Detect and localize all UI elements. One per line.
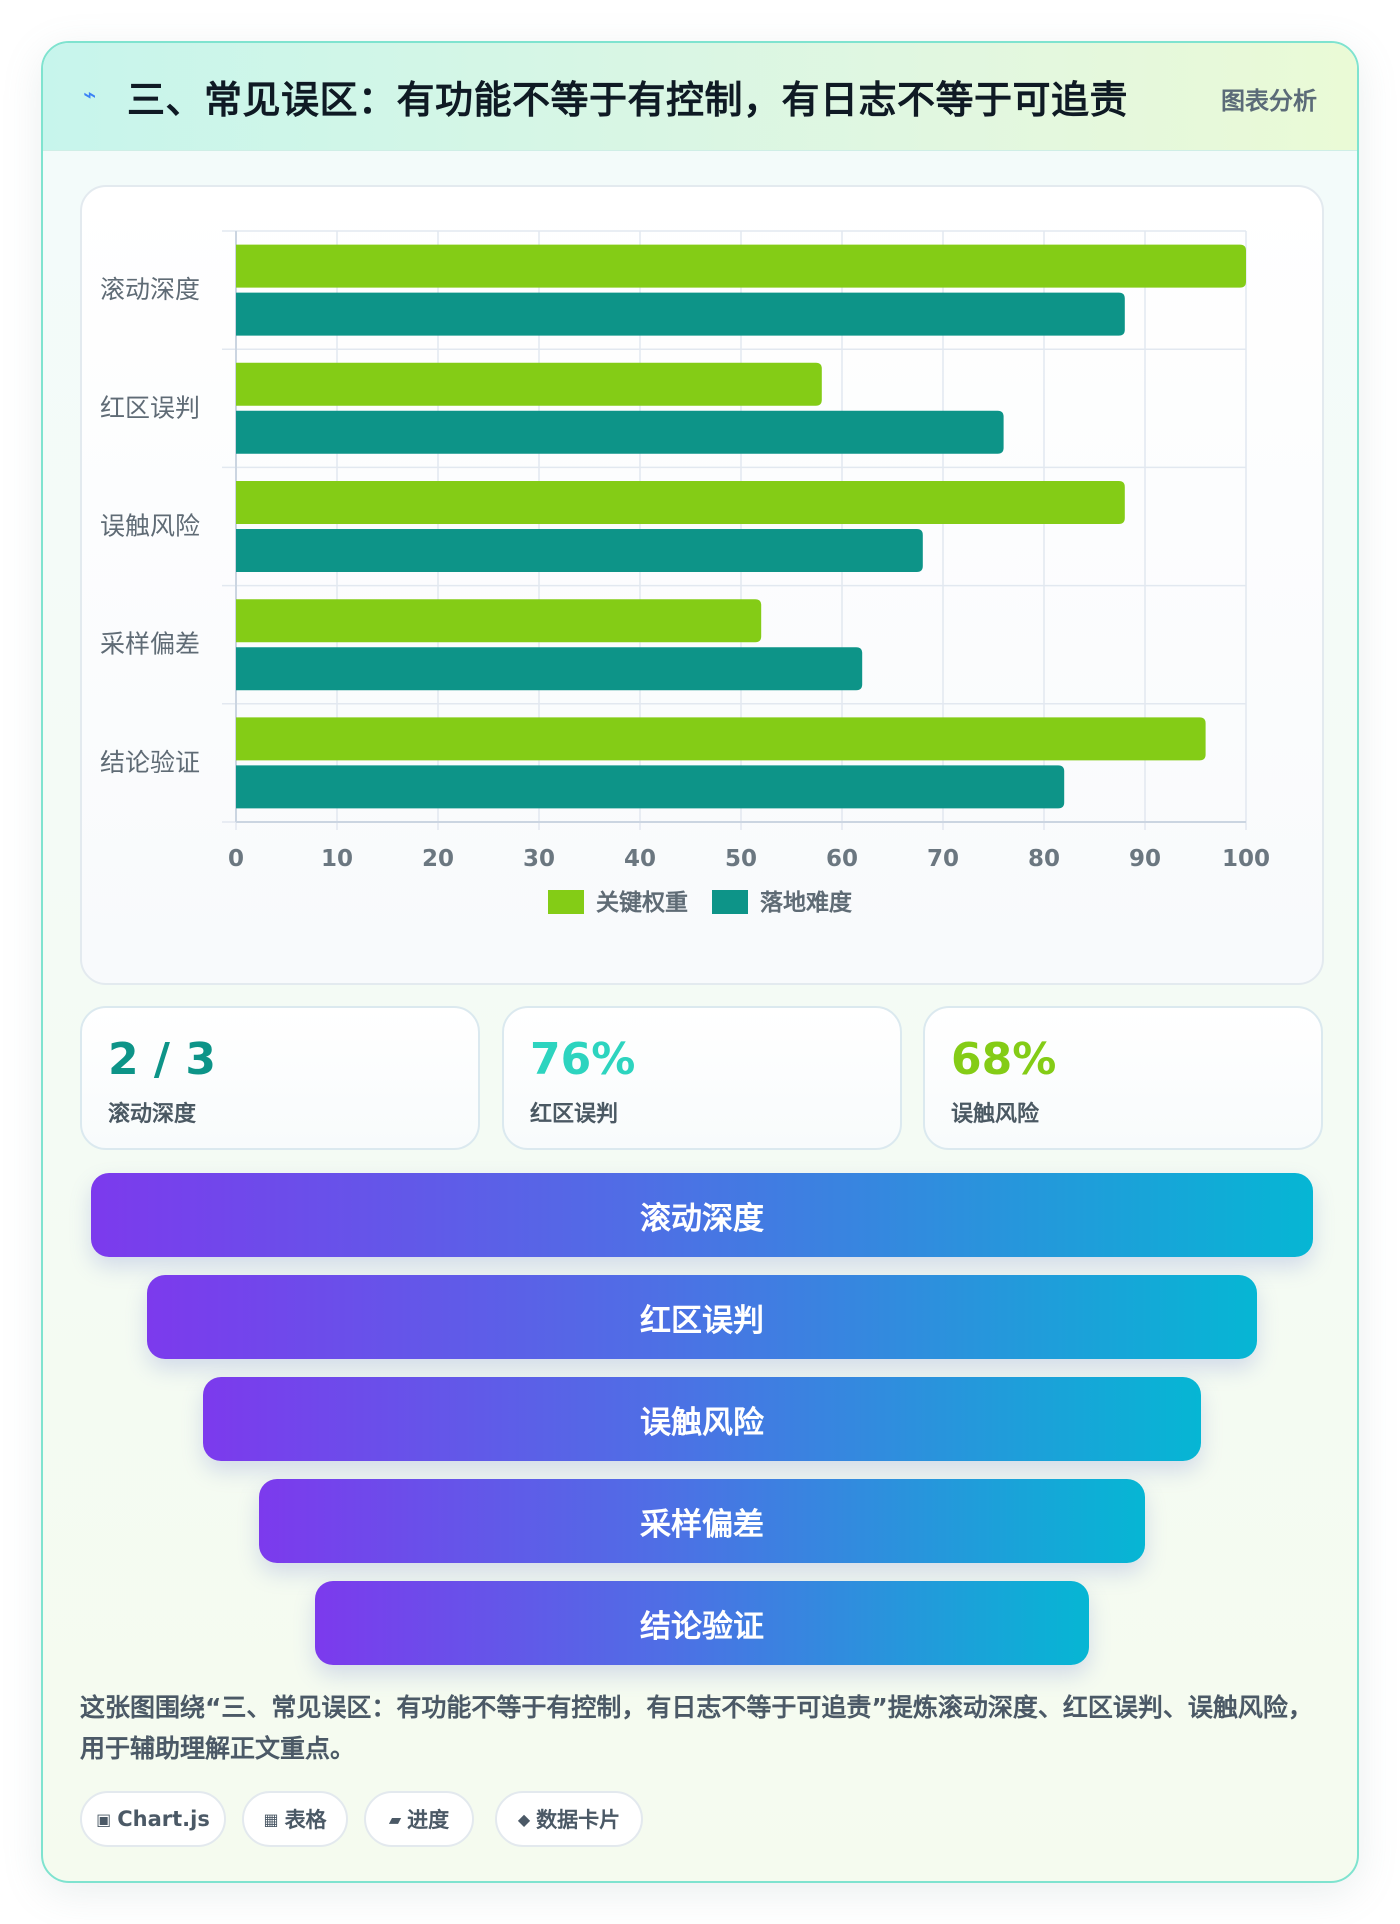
y-tick-label: 结论验证 (100, 748, 200, 777)
table-icon: ▦ (263, 1809, 279, 1829)
x-tick-label: 70 (927, 846, 959, 872)
chart-description: 这张图围绕“三、常见误区：有功能不等于有控制，有日志不等于可追责”提炼滚动深度、… (80, 1693, 1313, 1763)
legend-label: 关键权重 (596, 889, 688, 916)
bar-difficulty (236, 410, 1004, 454)
y-tick-label: 采样偏差 (100, 630, 200, 659)
stat-card-2: 76% 红区误判 (502, 1006, 902, 1150)
x-tick-label: 40 (624, 846, 656, 872)
bar-key-weight (236, 599, 762, 643)
bar-chart: 0 10 20 30 40 50 60 70 80 90 100 滚动深度红区误判误触风险采样偏差结论… (100, 230, 1270, 916)
bar-key-weight (236, 481, 1125, 524)
y-tick-label: 误触风险 (100, 512, 200, 541)
x-tick-label: 0 (228, 846, 244, 872)
content-card: ⌁ 三、常见误区：有功能不等于有控制，有日志不等于可追责 图表分析 0 10 20 3… (41, 41, 1359, 1883)
y-tick-label: 滚动深度 (100, 275, 200, 304)
bar-key-weight (236, 362, 822, 406)
funnel-step-1: 滚动深度 (91, 1173, 1313, 1257)
y-tick-label: 红区误判 (100, 393, 200, 422)
x-tick-label: 100 (1222, 846, 1270, 872)
chip-chartjs[interactable]: ▣ Chart.js (80, 1791, 226, 1847)
x-tick-label: 10 (321, 846, 353, 872)
stat-label: 红区误判 (530, 1102, 619, 1127)
chip-label: 数据卡片 (536, 1808, 621, 1832)
funnel-step-3: 误触风险 (203, 1377, 1201, 1461)
chip-label: 进度 (407, 1808, 450, 1832)
chart-icon: ▣ (96, 1809, 112, 1829)
x-tick-label: 80 (1028, 846, 1060, 872)
card-header: ⌁ 三、常见误区：有功能不等于有控制，有日志不等于可追责 图表分析 (43, 43, 1357, 151)
funnel-step-4: 采样偏差 (259, 1479, 1145, 1563)
stat-card-3: 68% 误触风险 (923, 1006, 1323, 1150)
diamond-icon: ◆ (517, 1809, 531, 1829)
progress-icon: ▰ (388, 1809, 402, 1829)
chip-data-card[interactable]: ◆ 数据卡片 (495, 1791, 643, 1847)
chip-progress[interactable]: ▰ 进度 (364, 1791, 474, 1847)
legend-swatch (712, 890, 748, 914)
header-tag: 图表分析 (1221, 87, 1317, 115)
x-tick-label: 90 (1129, 846, 1161, 872)
chip-label: 表格 (284, 1808, 327, 1832)
x-tick-label: 60 (826, 846, 858, 872)
legend-swatch (548, 890, 584, 914)
stat-value: 68% (951, 1034, 1057, 1085)
stat-card-1: 2 / 3 滚动深度 (80, 1006, 480, 1150)
stat-value: 76% (530, 1034, 636, 1085)
page-title: 三、常见误区：有功能不等于有控制，有日志不等于可追责 (127, 78, 1129, 122)
stat-value: 2 / 3 (108, 1034, 216, 1085)
legend-label: 落地难度 (760, 889, 853, 916)
bar-key-weight (236, 717, 1206, 761)
funnel-step-2: 红区误判 (147, 1275, 1257, 1359)
bar-difficulty (236, 647, 863, 691)
bar-difficulty (236, 529, 923, 572)
x-tick-label: 50 (725, 846, 757, 872)
chip-table[interactable]: ▦ 表格 (242, 1791, 348, 1847)
x-tick-label: 20 (422, 846, 454, 872)
bar-difficulty (236, 292, 1125, 336)
chip-label: Chart.js (117, 1807, 210, 1831)
lightning-icon: ⌁ (83, 83, 97, 108)
bar-key-weight (236, 244, 1246, 288)
stat-label: 误触风险 (951, 1102, 1040, 1127)
x-tick-label: 30 (523, 846, 555, 872)
stat-label: 滚动深度 (108, 1102, 197, 1127)
bar-difficulty (236, 765, 1065, 809)
bar-chart-panel: 0 10 20 30 40 50 60 70 80 90 100 滚动深度红区误判误触风险采样偏差结论… (80, 185, 1324, 985)
funnel-step-5: 结论验证 (315, 1581, 1089, 1665)
